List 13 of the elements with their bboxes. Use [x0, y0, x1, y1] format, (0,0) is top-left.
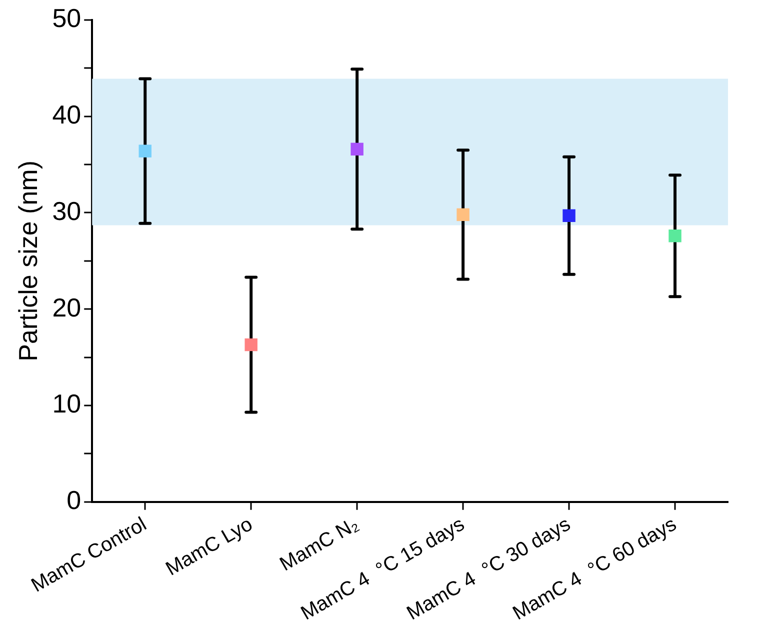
y-tick-label: 50: [52, 3, 82, 34]
point: [562, 209, 576, 222]
y-tick-label: 30: [52, 196, 82, 226]
y-tick-label: 0: [66, 485, 82, 516]
point: [138, 144, 152, 158]
point: [350, 142, 364, 156]
y-axis-title: Particle size (nm): [12, 160, 43, 362]
point: [244, 338, 258, 352]
point: [668, 230, 682, 242]
point: [456, 208, 470, 222]
y-tick-label: 10: [52, 388, 82, 419]
y-tick-label: 40: [52, 100, 82, 130]
y-tick-label: 20: [52, 292, 82, 322]
